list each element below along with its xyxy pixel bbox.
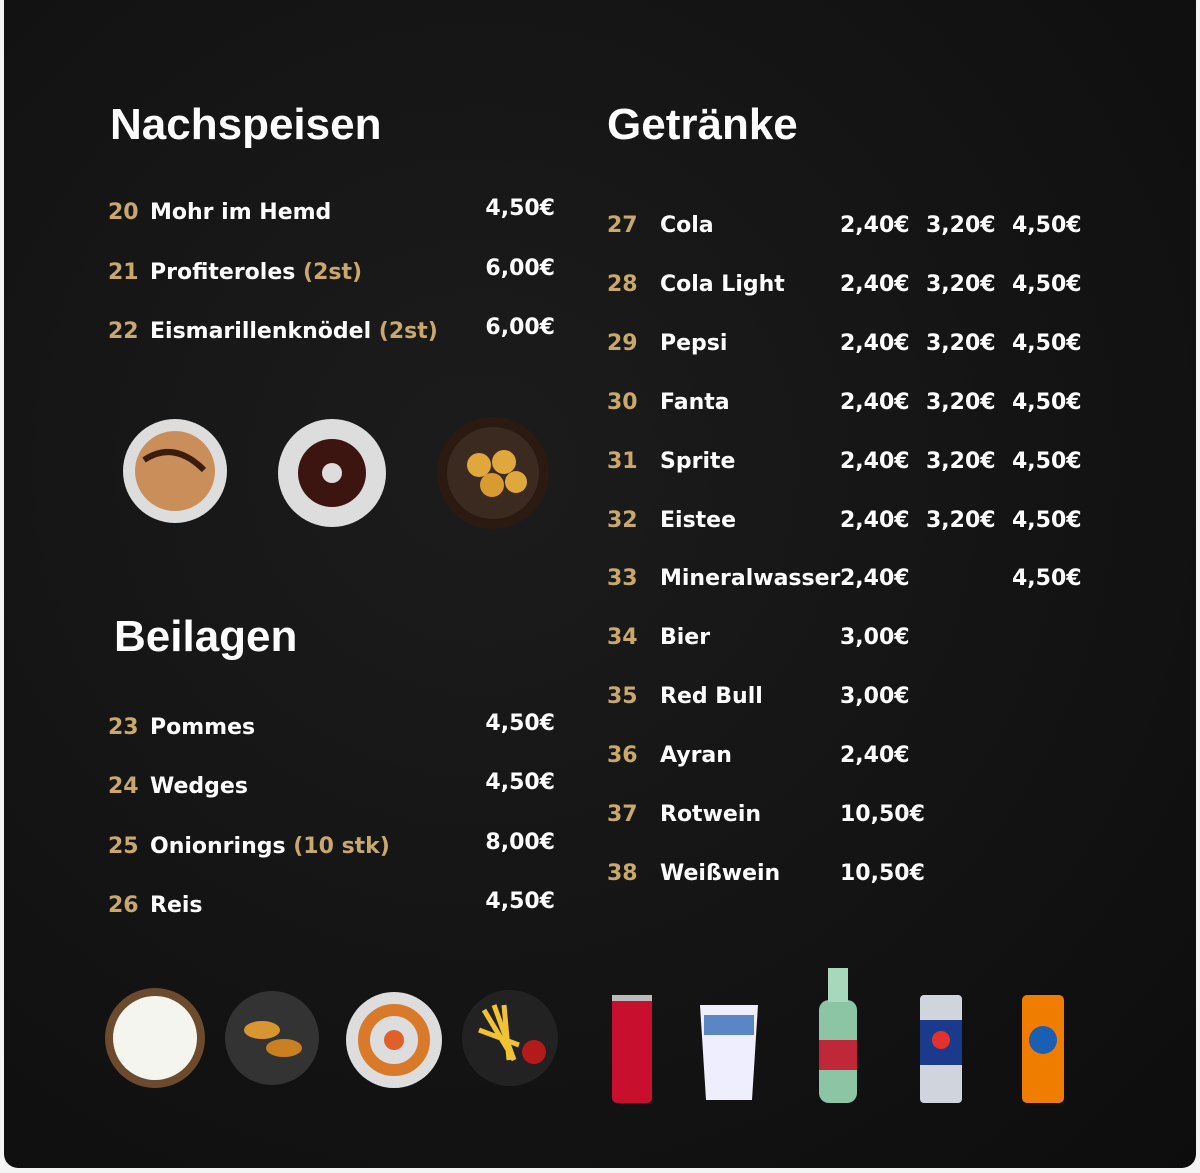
item-price: 4,50€ <box>1012 330 1082 356</box>
section-title: Getränke <box>607 100 798 149</box>
item-price: 4,50€ <box>485 888 555 914</box>
section-title: Nachspeisen <box>110 100 382 149</box>
item-number: 28 <box>607 271 638 297</box>
menu-board: Nachspeisen 20 Mohr im Hemd 4,50€ 21 Profiter… <box>4 0 1196 1168</box>
item-note: (2st) <box>295 259 363 285</box>
item-price: 3,20€ <box>926 507 996 533</box>
item-number: 24 <box>108 774 139 800</box>
item-price: 4,50€ <box>1012 213 1082 238</box>
section-title: Beilagen <box>114 612 298 661</box>
item-name: Mohr im Hemd <box>150 200 332 225</box>
item-number: 33 <box>607 566 638 592</box>
item-price: 2,40€ <box>840 743 910 769</box>
item-price: 2,40€ <box>840 213 910 238</box>
item-price: 2,40€ <box>840 566 910 592</box>
item-name: Fanta <box>660 389 730 415</box>
item-price: 4,50€ <box>1012 448 1082 474</box>
item-name: Eistee <box>660 507 737 533</box>
item-number: 29 <box>607 330 638 356</box>
item-price: 3,00€ <box>840 625 910 651</box>
item-name: Sprite <box>660 448 736 474</box>
item-number: 36 <box>607 743 638 769</box>
item-note: (2st) <box>371 319 438 344</box>
item-name: Bier <box>660 625 711 651</box>
side-plates <box>105 988 558 1088</box>
item-price: 2,40€ <box>840 448 910 474</box>
item-number: 25 <box>108 833 139 859</box>
item-price: 3,20€ <box>926 213 996 238</box>
item-name: Onionrings (10 stk) <box>150 833 390 859</box>
item-price: 4,50€ <box>485 770 555 796</box>
item-price: 6,00€ <box>485 315 555 340</box>
item-price: 8,00€ <box>485 829 555 855</box>
item-name: Cola Light <box>660 271 785 297</box>
item-note: (10 stk) <box>285 833 390 859</box>
item-price: 2,40€ <box>840 271 910 297</box>
item-price: 2,40€ <box>840 507 910 533</box>
item-price: 4,50€ <box>1012 389 1082 415</box>
item-price: 2,40€ <box>840 330 910 356</box>
item-price: 6,00€ <box>485 255 555 281</box>
item-number: 31 <box>607 448 638 474</box>
item-name: Eismarillenknödel (2st) <box>150 319 438 344</box>
item-price: 3,00€ <box>840 684 910 710</box>
item-price: 3,20€ <box>926 448 996 474</box>
item-name: Mineralwasser <box>660 566 841 592</box>
item-price: 10,50€ <box>840 860 925 886</box>
item-price: 3,20€ <box>926 330 996 356</box>
item-price: 4,50€ <box>1012 271 1082 297</box>
item-name: Cola <box>660 213 714 238</box>
item-name: Pepsi <box>660 330 728 356</box>
item-number: 27 <box>607 213 638 238</box>
item-name: Weißwein <box>660 860 781 886</box>
item-number: 21 <box>108 259 139 285</box>
item-price: 4,50€ <box>485 711 555 736</box>
item-number: 30 <box>607 389 638 415</box>
item-price: 10,50€ <box>840 802 925 827</box>
item-name: Profiteroles (2st) <box>150 259 363 285</box>
item-name: Ayran <box>660 743 732 769</box>
item-name: Rotwein <box>660 802 762 827</box>
item-price: 4,50€ <box>485 196 555 221</box>
item-number: 37 <box>607 802 638 827</box>
item-price: 4,50€ <box>1012 507 1082 533</box>
item-name: Pommes <box>150 715 256 740</box>
item-number: 34 <box>607 625 638 651</box>
item-number: 35 <box>607 684 638 710</box>
item-name: Wedges <box>150 774 248 800</box>
drink-images <box>612 968 1064 1103</box>
item-name: Red Bull <box>660 684 763 710</box>
dessert-plates <box>123 417 549 529</box>
item-name: Reis <box>150 892 203 918</box>
food-images <box>105 417 1064 1103</box>
item-price: 4,50€ <box>1012 566 1082 592</box>
item-price: 2,40€ <box>840 389 910 415</box>
item-number: 23 <box>108 715 139 740</box>
item-number: 26 <box>108 892 139 918</box>
item-number: 38 <box>607 860 638 886</box>
item-number: 32 <box>607 507 638 533</box>
item-number: 22 <box>108 319 139 344</box>
item-number: 20 <box>108 200 139 225</box>
item-price: 3,20€ <box>926 271 996 297</box>
item-price: 3,20€ <box>926 389 996 415</box>
